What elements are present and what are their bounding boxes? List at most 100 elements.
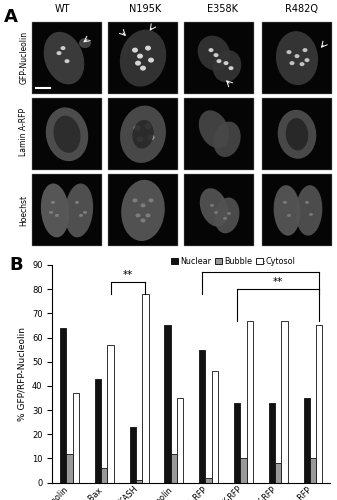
Bar: [108, 174, 178, 246]
Bar: [32, 98, 102, 170]
Ellipse shape: [213, 122, 241, 157]
Ellipse shape: [198, 36, 231, 70]
Bar: [108, 22, 178, 94]
Ellipse shape: [286, 50, 292, 54]
Ellipse shape: [146, 214, 151, 218]
Ellipse shape: [303, 48, 307, 52]
Text: **: **: [123, 270, 133, 280]
Ellipse shape: [44, 32, 84, 84]
Bar: [108, 345, 114, 482]
Ellipse shape: [274, 185, 300, 236]
Ellipse shape: [49, 211, 53, 214]
Bar: [142, 294, 149, 482]
Ellipse shape: [121, 180, 165, 241]
Ellipse shape: [65, 184, 93, 238]
Ellipse shape: [227, 212, 231, 215]
Ellipse shape: [148, 58, 154, 62]
Bar: [262, 98, 332, 170]
Text: E358K: E358K: [207, 4, 238, 14]
Bar: [212, 372, 218, 482]
Text: Hoechst: Hoechst: [20, 195, 29, 226]
Bar: [269, 403, 275, 482]
Ellipse shape: [296, 185, 323, 236]
Ellipse shape: [132, 48, 138, 52]
Bar: [171, 454, 177, 482]
Ellipse shape: [145, 123, 152, 130]
Bar: [310, 458, 316, 482]
Text: Lamin A-RFP: Lamin A-RFP: [20, 108, 29, 156]
Bar: [262, 174, 332, 246]
Text: R482Q: R482Q: [285, 4, 318, 14]
Bar: [130, 427, 136, 482]
Bar: [73, 393, 79, 482]
Legend: Nuclear, Bubble, Cytosol: Nuclear, Bubble, Cytosol: [167, 254, 298, 269]
Bar: [95, 378, 101, 482]
Ellipse shape: [120, 30, 166, 86]
Ellipse shape: [145, 46, 151, 51]
Ellipse shape: [210, 204, 214, 207]
Ellipse shape: [223, 217, 227, 220]
Text: N195K: N195K: [129, 4, 161, 14]
Ellipse shape: [300, 62, 305, 66]
Bar: [101, 468, 108, 482]
Bar: [199, 350, 206, 482]
Ellipse shape: [132, 120, 154, 148]
Text: **: **: [256, 260, 266, 270]
Ellipse shape: [215, 198, 240, 234]
Ellipse shape: [135, 214, 141, 218]
Ellipse shape: [133, 125, 141, 132]
Y-axis label: % GFP/RFP-Nucleolin: % GFP/RFP-Nucleolin: [17, 327, 26, 421]
Ellipse shape: [286, 118, 308, 150]
Bar: [60, 328, 66, 482]
Bar: [304, 398, 310, 482]
Ellipse shape: [305, 58, 309, 62]
Bar: [281, 320, 287, 482]
Text: **: **: [273, 277, 283, 287]
Ellipse shape: [228, 66, 234, 70]
Ellipse shape: [213, 50, 241, 82]
Bar: [206, 478, 212, 482]
Text: WT: WT: [54, 4, 70, 14]
Ellipse shape: [214, 53, 218, 57]
Ellipse shape: [200, 188, 228, 226]
Text: GFP-Nucleolin: GFP-Nucleolin: [20, 30, 29, 84]
Ellipse shape: [278, 110, 316, 159]
Ellipse shape: [223, 61, 228, 65]
Ellipse shape: [199, 110, 229, 148]
Bar: [177, 398, 183, 482]
Ellipse shape: [55, 214, 59, 217]
Ellipse shape: [216, 59, 221, 63]
Ellipse shape: [276, 31, 318, 85]
Bar: [164, 326, 171, 482]
Ellipse shape: [79, 214, 83, 217]
Ellipse shape: [75, 201, 79, 204]
Bar: [136, 480, 142, 482]
Bar: [32, 22, 102, 94]
Bar: [262, 22, 332, 94]
Ellipse shape: [287, 214, 291, 217]
Ellipse shape: [149, 198, 153, 202]
Ellipse shape: [209, 48, 214, 52]
Bar: [66, 454, 73, 482]
Ellipse shape: [148, 134, 154, 140]
Ellipse shape: [135, 60, 141, 66]
Bar: [32, 174, 102, 246]
Ellipse shape: [61, 46, 65, 50]
Ellipse shape: [141, 204, 146, 208]
Bar: [246, 320, 253, 482]
Bar: [275, 463, 281, 482]
Bar: [240, 458, 246, 482]
Ellipse shape: [120, 106, 166, 163]
Text: A: A: [4, 8, 18, 26]
Ellipse shape: [289, 61, 295, 65]
Ellipse shape: [64, 59, 69, 63]
Bar: [234, 403, 240, 482]
Ellipse shape: [79, 38, 91, 48]
Ellipse shape: [295, 54, 300, 58]
Ellipse shape: [54, 116, 81, 153]
Bar: [184, 174, 254, 246]
Ellipse shape: [136, 136, 144, 142]
Ellipse shape: [41, 184, 69, 238]
Bar: [316, 326, 322, 482]
Bar: [108, 98, 178, 170]
